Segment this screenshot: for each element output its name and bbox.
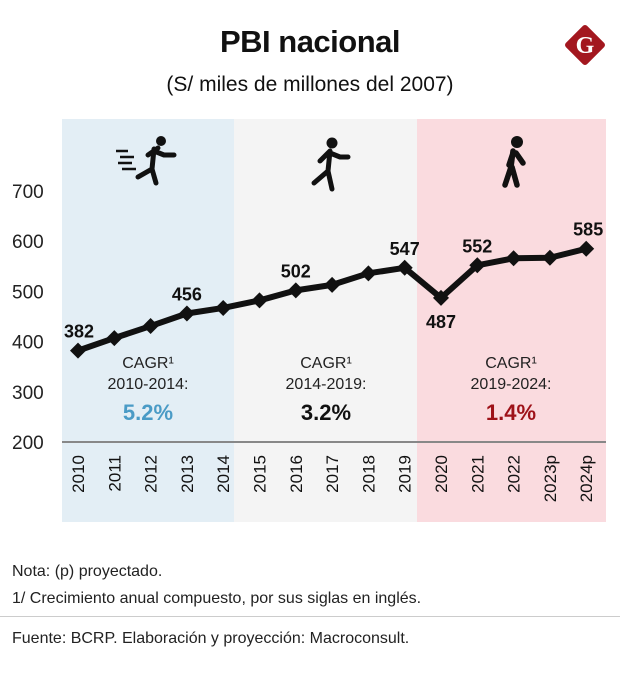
series-points	[70, 240, 595, 359]
x-tick-label: 2024p	[577, 455, 596, 502]
footnotes: Nota: (p) proyectado. 1/ Crecimiento anu…	[12, 558, 421, 612]
data-point-2017	[324, 276, 341, 293]
cagr-range: 2019-2024:	[471, 376, 552, 393]
chart-title: PBI nacional	[219, 24, 401, 59]
period-band-3	[417, 119, 606, 522]
walking-person-icon	[502, 136, 526, 188]
data-point-2020	[433, 289, 449, 306]
data-point-2012	[142, 318, 159, 335]
period-band-2	[234, 119, 417, 522]
cagr-range: 2014-2019:	[286, 376, 367, 393]
logo-letter: G	[576, 33, 595, 59]
cagr-label: CAGR¹	[300, 355, 352, 372]
data-point-2013	[178, 305, 195, 322]
sprinting-person-icon	[116, 136, 177, 186]
data-label-2019: 547	[390, 239, 420, 259]
data-point-2014	[215, 299, 232, 316]
cagr-label: CAGR¹	[122, 355, 174, 372]
x-axis: 2010 2011 2012 2013 2014 2015 2016 2017 2018 2019…	[69, 455, 596, 502]
data-point-2011	[106, 330, 123, 347]
y-tick-label: 400	[12, 333, 44, 354]
y-tick-label: 300	[12, 383, 44, 404]
cagr-value: 5.2%	[123, 400, 173, 425]
data-point-2016	[287, 282, 304, 299]
data-point-2010	[70, 342, 86, 359]
x-tick-label: 2016	[287, 455, 306, 493]
x-tick-label: 2017	[323, 455, 342, 493]
data-point-2021	[469, 257, 486, 274]
x-tick-label: 2010	[69, 455, 88, 493]
period-band-1	[62, 119, 234, 522]
x-tick-label: 2021	[468, 455, 487, 493]
period-bands	[62, 119, 606, 522]
x-tick-label: 2023p	[541, 455, 560, 502]
x-tick-label: 2022	[505, 455, 524, 493]
y-tick-label: 200	[12, 433, 44, 454]
cagr-value: 3.2%	[301, 400, 351, 425]
data-label-2010: 382	[64, 322, 94, 342]
chart-subtitle: (S/ miles de millones del 2007)	[166, 73, 454, 96]
data-label-2016: 502	[281, 261, 311, 281]
y-tick-label: 500	[12, 282, 44, 303]
x-tick-label: 2013	[178, 455, 197, 493]
y-tick-label: 600	[12, 232, 44, 253]
logo-diamond	[565, 25, 605, 65]
data-label-2021: 552	[462, 236, 492, 256]
cagr-range: 2010-2014:	[108, 376, 189, 393]
x-tick-label: 2019	[396, 455, 415, 493]
data-point-2019	[396, 259, 413, 276]
data-point-2022	[505, 250, 522, 267]
running-person-icon	[311, 137, 351, 192]
y-tick-label: 700	[12, 182, 44, 203]
x-tick-label: 2018	[359, 455, 378, 493]
period-icons	[116, 136, 526, 192]
note-cagr: 1/ Crecimiento anual compuesto, por sus …	[12, 590, 422, 607]
data-label-2013: 456	[172, 284, 202, 304]
data-point-2015	[251, 292, 268, 309]
data-label-2020: 487	[426, 312, 456, 332]
note-projected: Nota: (p) proyectado.	[12, 563, 163, 580]
x-tick-label: 2014	[214, 455, 233, 493]
source-text: Fuente: BCRP. Elaboración y proyección: …	[12, 630, 410, 647]
cagr-annotations: CAGR¹ 2010-2014: 5.2% CAGR¹ 2014-2019: 3.2% CA…	[108, 355, 552, 425]
y-axis: 200 300 400 500 600 700	[12, 182, 44, 454]
cagr-value: 1.4%	[486, 400, 536, 425]
cagr-label: CAGR¹	[485, 355, 537, 372]
x-tick-label: 2012	[142, 455, 161, 493]
x-tick-label: 2020	[432, 455, 451, 493]
brand-g-diamond-icon: G	[565, 25, 605, 65]
data-point-2018	[360, 265, 377, 282]
data-label-2024p: 585	[573, 220, 603, 240]
data-point-2023p	[541, 249, 558, 266]
footer-divider	[0, 616, 620, 617]
x-tick-label: 2011	[105, 455, 124, 492]
data-point-2024p	[578, 240, 595, 257]
data-labels: 382 456 502 547 487 552 585	[64, 220, 603, 342]
x-tick-label: 2015	[251, 455, 270, 493]
